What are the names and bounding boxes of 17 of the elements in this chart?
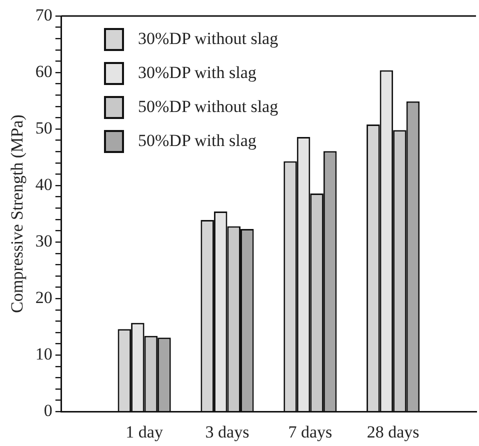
- y-axis-title: Compressive Strength (MPa): [8, 114, 27, 313]
- y-tick-label: 30: [35, 232, 52, 251]
- y-tick-label: 20: [35, 288, 52, 308]
- y-tick-label: 40: [35, 175, 52, 194]
- legend-label: 50%DP without slag: [138, 96, 278, 118]
- x-tick-label: 3 days: [205, 422, 250, 442]
- x-tick-label: 1 day: [126, 422, 164, 442]
- x-tick-label: 28 days: [366, 422, 420, 442]
- y-tick-label: 70: [35, 5, 52, 24]
- x-tick-label: 7 days: [288, 422, 332, 442]
- y-tick-label: 60: [35, 62, 52, 81]
- legend-label: 30%DP without slag: [138, 28, 278, 50]
- y-tick-label: 50: [35, 118, 52, 138]
- legend-label: 30%DP with slag: [138, 62, 256, 84]
- legend-label: 50%DP with slag: [138, 130, 256, 152]
- y-tick-label: 0: [44, 401, 52, 420]
- y-tick-label: 10: [35, 344, 52, 364]
